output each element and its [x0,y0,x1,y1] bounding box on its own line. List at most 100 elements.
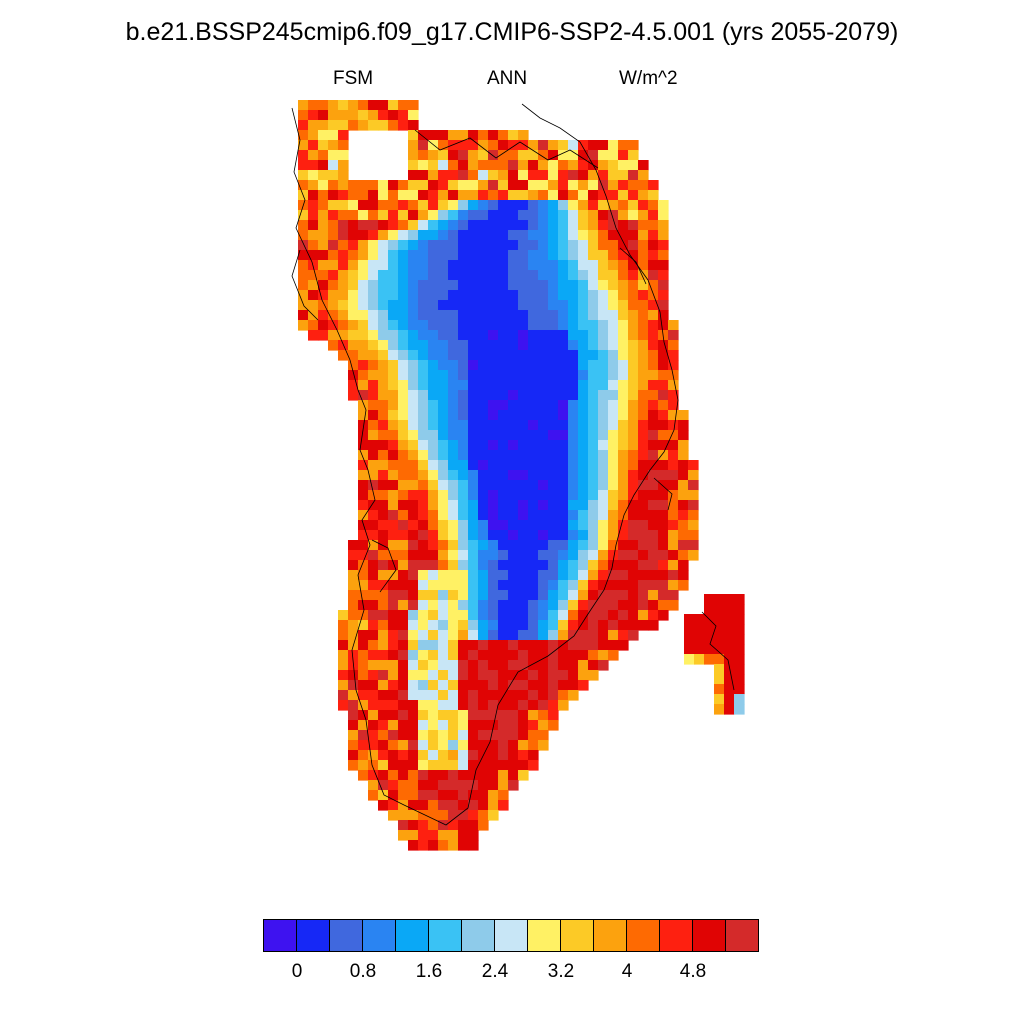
grid-cell [458,450,469,461]
grid-cell [608,150,619,161]
grid-cell [398,750,409,761]
grid-cell [328,220,339,231]
grid-cell [348,560,359,571]
grid-cell [428,470,439,481]
grid-cell [468,450,479,461]
grid-cell [648,190,659,201]
grid-cell [358,530,369,541]
grid-cell [348,390,359,401]
grid-cell [408,390,419,401]
grid-cell [408,130,419,141]
grid-cell [418,600,429,611]
grid-cell [608,450,619,461]
grid-cell [694,624,705,635]
colorbar-swatch [395,919,429,952]
grid-cell [668,440,679,451]
grid-cell [458,210,469,221]
grid-cell [548,430,559,441]
grid-cell [418,610,429,621]
grid-cell [438,480,449,491]
grid-cell [578,580,589,591]
grid-cell [518,150,529,161]
grid-cell [408,150,419,161]
grid-cell [448,480,459,491]
grid-cell [608,590,619,601]
grid-cell [724,684,735,695]
grid-cell [438,580,449,591]
grid-cell [428,600,439,611]
grid-cell [578,490,589,501]
grid-cell [548,710,559,721]
grid-cell [368,370,379,381]
grid-cell [658,200,669,211]
grid-cell [628,190,639,201]
grid-cell [734,594,745,605]
grid-cell [538,250,549,261]
grid-cell [468,780,479,791]
grid-cell [518,360,529,371]
grid-cell [724,624,735,635]
grid-cell [468,290,479,301]
grid-cell [478,530,489,541]
grid-cell [538,470,549,481]
grid-cell [398,820,409,831]
grid-cell [498,320,509,331]
grid-cell [398,590,409,601]
grid-cell [378,370,389,381]
grid-cell [438,800,449,811]
grid-cell [398,640,409,651]
grid-cell [388,550,399,561]
grid-cell [618,380,629,391]
grid-cell [368,740,379,751]
grid-cell [498,130,509,141]
grid-cell [658,510,669,521]
grid-cell [558,420,569,431]
grid-cell [408,800,419,811]
grid-cell [578,480,589,491]
grid-cell [548,140,559,151]
grid-cell [578,510,589,521]
grid-cell [658,230,669,241]
grid-cell [448,630,459,641]
grid-cell [378,270,389,281]
grid-cell [478,210,489,221]
grid-cell [408,210,419,221]
grid-cell [668,570,679,581]
grid-cell [348,100,359,111]
grid-cell [318,150,329,161]
grid-cell [418,140,429,151]
grid-cell [438,390,449,401]
grid-cell [358,310,369,321]
grid-cell [408,810,419,821]
grid-cell [378,210,389,221]
grid-cell [428,340,439,351]
grid-cell [734,604,745,615]
grid-cell [508,130,519,141]
grid-cell [438,670,449,681]
grid-cell [458,820,469,831]
grid-cell [378,280,389,291]
grid-cell [418,410,429,421]
grid-cell [478,700,489,711]
grid-cell [508,270,519,281]
grid-cell [724,704,735,715]
grid-cell [568,160,579,171]
grid-cell [438,280,449,291]
grid-cell [518,320,529,331]
grid-cell [528,180,539,191]
grid-cell [468,510,479,521]
grid-cell [568,430,579,441]
grid-cell [408,180,419,191]
grid-cell [528,630,539,641]
grid-cell [458,840,469,851]
grid-cell [388,580,399,591]
grid-cell [448,600,459,611]
grid-cell [418,590,429,601]
grid-cell [348,250,359,261]
grid-cell [518,130,529,141]
grid-cell [628,580,639,591]
grid-cell [588,490,599,501]
grid-cell [478,460,489,471]
grid-cell [508,510,519,521]
grid-cell [428,650,439,661]
